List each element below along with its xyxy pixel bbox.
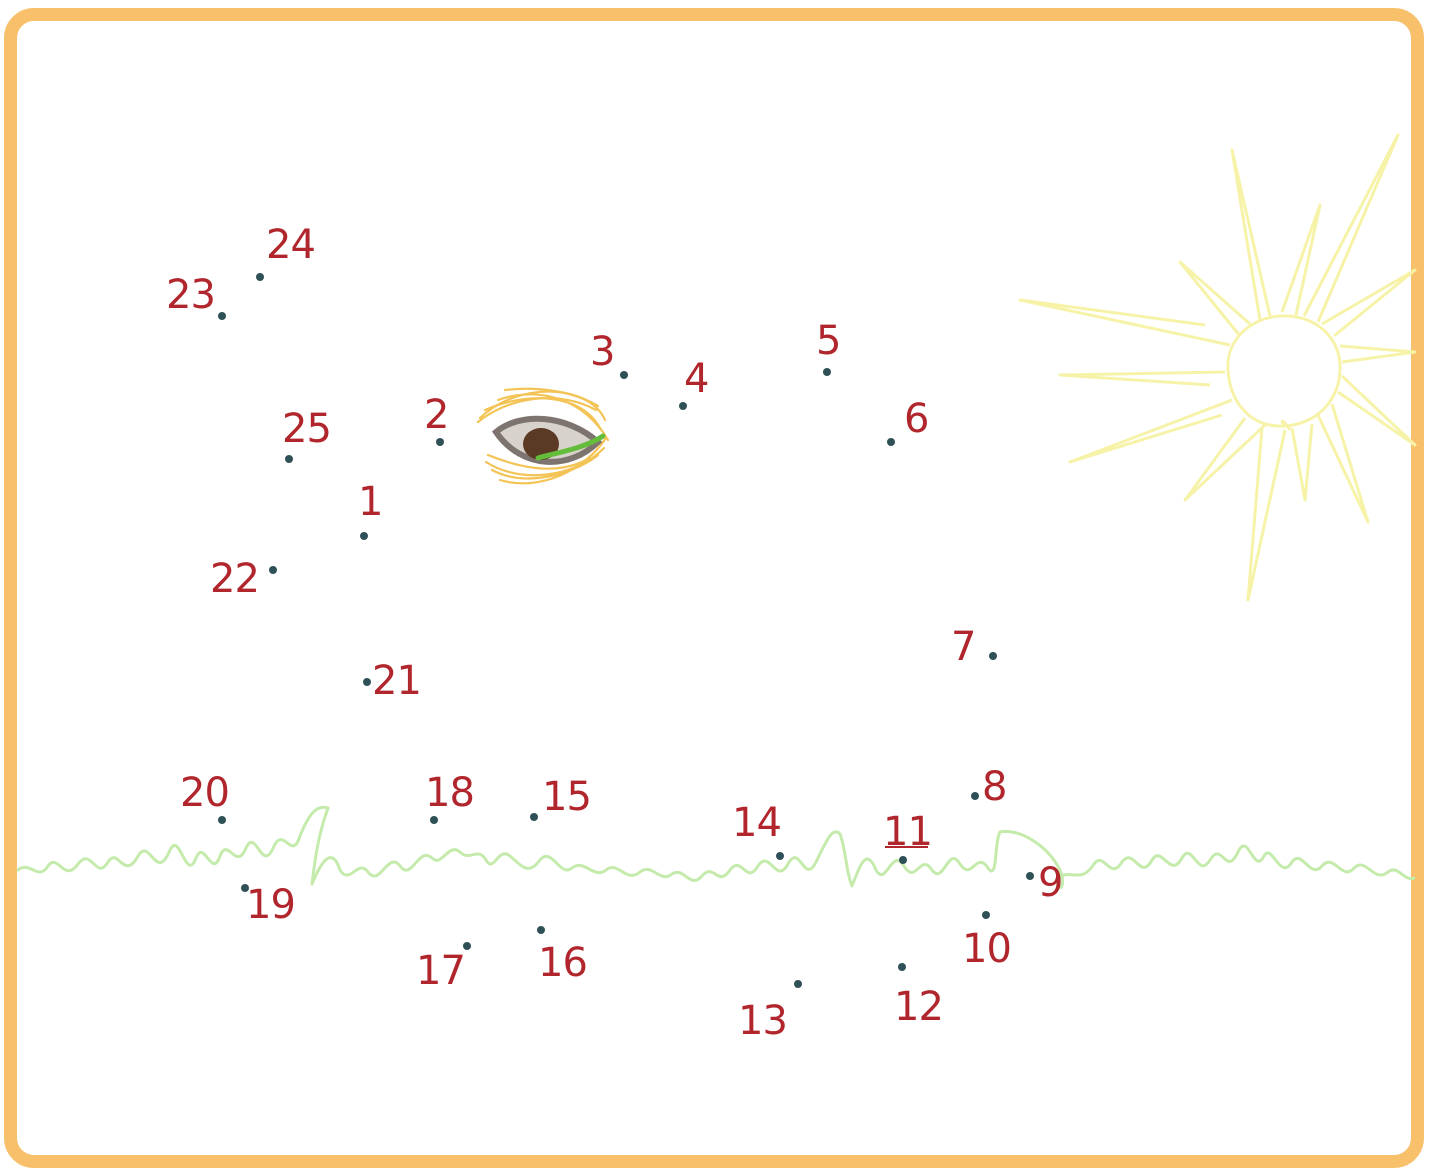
dot-16	[537, 926, 545, 934]
dot-9	[1026, 872, 1034, 880]
dot-17	[463, 942, 471, 950]
dot-label-12: 12	[894, 984, 943, 1030]
dot-13	[794, 980, 802, 988]
dot-18	[430, 816, 438, 824]
dot-label-11: 11	[883, 809, 932, 855]
dot-label-18: 18	[425, 770, 474, 816]
dot-label-21: 21	[372, 658, 421, 704]
dot-label-23: 23	[166, 272, 215, 318]
dot-8	[971, 792, 979, 800]
dot-14	[776, 852, 784, 860]
dot-label-16: 16	[538, 940, 587, 986]
dot-label-9: 9	[1038, 860, 1062, 906]
dot-25	[285, 455, 293, 463]
puzzle-frame	[4, 8, 1424, 1168]
eye-icon	[476, 387, 610, 485]
dot-label-19: 19	[246, 882, 295, 928]
dot-1	[360, 532, 368, 540]
dot-label-22: 22	[210, 556, 259, 602]
dot-label-13: 13	[738, 998, 787, 1044]
grass-line	[16, 805, 1416, 890]
dot-20	[218, 816, 226, 824]
dot-label-2: 2	[424, 392, 448, 438]
dot-11	[899, 856, 907, 864]
dot-label-15: 15	[542, 774, 591, 820]
dot-label-25: 25	[282, 406, 331, 452]
dot-label-17: 17	[416, 948, 465, 994]
dot-23	[218, 312, 226, 320]
dots-layer: 1 2 3 4 5 6 7 8 9 10 11 12 13 14 15 16	[166, 222, 1063, 1044]
dot-19	[241, 884, 249, 892]
dot-label-6: 6	[904, 396, 928, 442]
dot-24	[256, 273, 264, 281]
dot-label-1: 1	[358, 479, 382, 525]
dot-22	[269, 566, 277, 574]
dot-7	[989, 652, 997, 660]
dot-3	[620, 371, 628, 379]
dot-label-4: 4	[684, 356, 708, 402]
dot-label-24: 24	[266, 222, 315, 268]
dot-21	[363, 678, 371, 686]
dot-5	[823, 368, 831, 376]
dot-6	[887, 438, 895, 446]
dot-10	[982, 911, 990, 919]
dot-12	[898, 963, 906, 971]
dot-label-5: 5	[816, 318, 840, 364]
sun-icon	[1018, 133, 1417, 602]
dot-label-14: 14	[732, 800, 781, 846]
dot-2	[436, 438, 444, 446]
dot-15	[530, 813, 538, 821]
dot-label-8: 8	[982, 764, 1006, 810]
dot-label-3: 3	[590, 329, 614, 375]
dot-label-10: 10	[962, 926, 1011, 972]
dot-label-7: 7	[951, 624, 975, 670]
dot-label-20: 20	[180, 770, 229, 816]
dot-4	[679, 402, 687, 410]
